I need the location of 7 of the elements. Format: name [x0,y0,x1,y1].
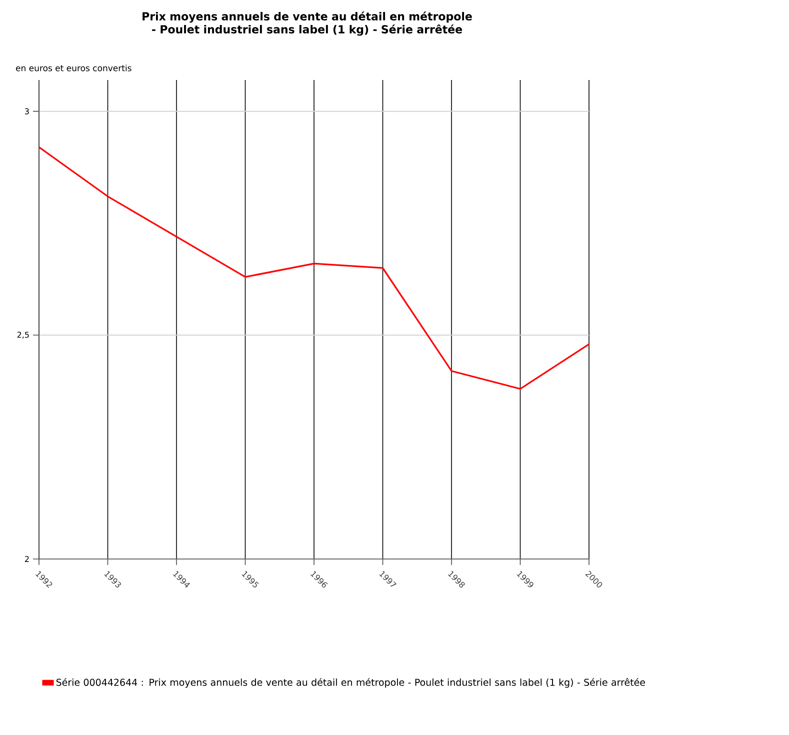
y-tick-label: 3 [25,108,29,114]
legend-label: Série 000442644 : Prix moyens annuels de vente au détail en métropole - Poulet industriel sans label (1 kg) - Série arrêtée [56,678,645,688]
y-tick-label: 2 [24,556,29,562]
line-series [39,146,590,390]
y-axis-title: en euros et euros convertis [16,64,132,72]
y-tick-label: 2,5 [17,332,29,339]
chart-title: Prix moyens annuels de vente au détail en métropole - Poulet industriel sans label (1 kg) - Série arrêtée [142,12,472,36]
